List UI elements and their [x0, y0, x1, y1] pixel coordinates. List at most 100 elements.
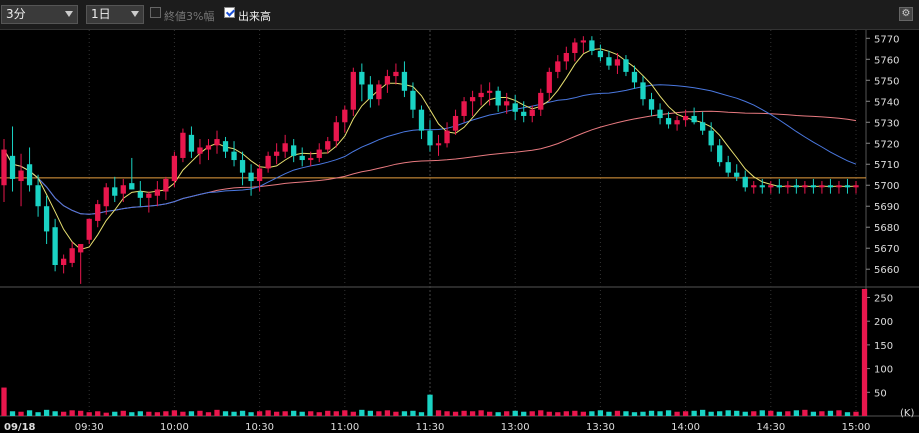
candle-body: [35, 185, 41, 207]
candle-body: [435, 143, 442, 146]
volume-unit-label: (K): [900, 408, 914, 419]
volume-bar: [512, 410, 518, 416]
volume-bar: [333, 411, 339, 416]
candle-body: [572, 42, 578, 53]
volume-bar: [742, 411, 748, 416]
range-select[interactable]: 1日: [86, 5, 144, 24]
volume-bar: [538, 410, 544, 416]
candle-body: [120, 185, 126, 194]
volume-bar: [18, 411, 24, 416]
candle-body: [674, 120, 680, 125]
y-tick-label: 5690: [874, 202, 899, 213]
volume-bar: [146, 411, 152, 416]
candle-body: [418, 109, 425, 131]
volume-bar: [623, 411, 629, 416]
x-tick-label: 11:30: [416, 422, 445, 433]
volume-bar: [827, 410, 834, 416]
candle-body: [180, 132, 186, 158]
volume-checkbox[interactable]: [224, 7, 235, 18]
volume-bar: [120, 410, 126, 416]
interval-select[interactable]: 3分: [1, 5, 78, 24]
candle-body: [793, 185, 800, 188]
volume-bar: [572, 410, 578, 416]
candle-body: [717, 145, 723, 163]
y-tick-label: 5680: [874, 223, 899, 234]
candle-body: [657, 109, 663, 119]
volume-bar: [504, 411, 510, 416]
candle-body: [214, 139, 220, 146]
x-tick-label: 10:00: [160, 422, 189, 433]
price-volume-chart: 09/18 09:30 10:00 10:30 11:00 11:30 13:00 13:30…: [0, 30, 919, 433]
volume-y-tick-label: 50: [874, 388, 887, 399]
volume-bar: [205, 412, 212, 416]
candle-body: [521, 111, 527, 116]
volume-bar: [751, 411, 757, 416]
candle-body: [529, 109, 535, 116]
candle-body: [827, 185, 834, 188]
settings-gear-icon[interactable]: ⚙: [899, 7, 913, 21]
range-value: 1日: [91, 7, 111, 21]
close-3pct-checkbox[interactable]: [150, 7, 161, 18]
volume-bar: [26, 410, 33, 416]
candle-body: [103, 187, 109, 207]
candle-body: [95, 204, 101, 221]
volume-bar: [793, 410, 800, 416]
volume-bar: [367, 410, 374, 416]
volume-bar: [95, 411, 101, 416]
candle-body: [555, 61, 561, 72]
volume-bar: [597, 410, 604, 416]
candle-body: [197, 147, 203, 154]
candle-body: [299, 155, 305, 161]
volume-bar: [589, 411, 595, 416]
candle-body: [410, 90, 416, 110]
volume-bar: [137, 411, 143, 416]
candle-body: [699, 122, 706, 131]
candle-body: [776, 185, 782, 188]
volume-bar: [43, 409, 50, 416]
volume-bar: [410, 410, 416, 416]
volume-bar: [154, 412, 161, 416]
volume-bar: [734, 410, 740, 416]
volume-bar: [427, 394, 433, 416]
volume-y-tick-label: 100: [874, 365, 893, 376]
volume-bar: [359, 409, 365, 416]
volume-bar: [308, 411, 314, 416]
volume-bar: [60, 411, 67, 416]
volume-bar: [325, 410, 331, 416]
candle-body: [495, 90, 501, 106]
candle-body: [376, 84, 382, 100]
volume-bar: [350, 411, 356, 416]
y-tick-label: 5770: [874, 34, 899, 45]
candle-body: [546, 71, 552, 93]
volume-bar: [461, 410, 467, 416]
volume-bar: [563, 411, 569, 416]
candle-body: [589, 40, 595, 51]
y-tick-label: 5700: [874, 181, 899, 192]
candle-body: [580, 40, 587, 43]
candle-body: [393, 71, 399, 77]
volume-bar: [861, 288, 868, 416]
candle-body: [325, 141, 331, 150]
candle-body: [60, 258, 67, 266]
candle-body: [751, 185, 757, 188]
candle-body: [256, 168, 263, 182]
candle-body: [154, 189, 161, 196]
volume-bar: [469, 411, 476, 416]
volume-bar: [248, 412, 254, 416]
candle-body: [606, 57, 612, 66]
candle-body: [504, 101, 510, 106]
x-tick-label: 09:30: [75, 422, 104, 433]
candle-body: [512, 103, 518, 112]
volume-bar: [759, 410, 765, 416]
volume-bar: [52, 411, 58, 416]
x-tick-label: 14:30: [756, 422, 785, 433]
volume-bar: [342, 410, 348, 416]
close-3pct-label: 終値3%幅: [164, 10, 215, 23]
volume-bar: [78, 410, 84, 416]
volume-bar: [444, 411, 450, 416]
chevron-down-icon: [131, 11, 139, 17]
volume-bar: [665, 410, 672, 416]
volume-bar: [776, 411, 782, 416]
candle-body: [785, 185, 791, 188]
volume-bar: [691, 410, 697, 416]
